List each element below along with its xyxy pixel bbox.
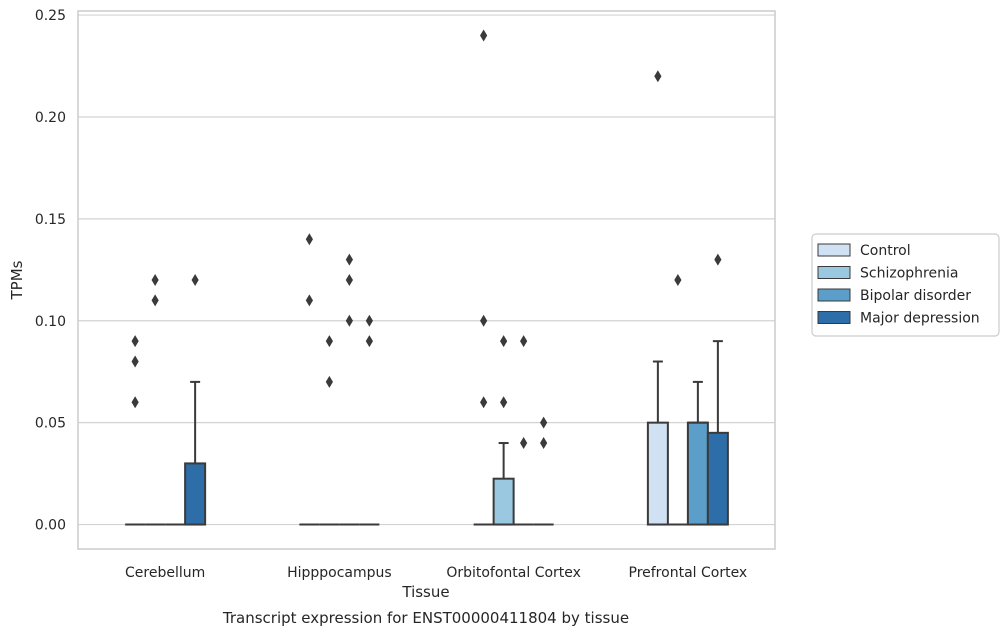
outlier-point [520,335,528,348]
x-axis-title: Tissue [401,583,449,601]
box-group [686,380,709,526]
outlier-point [151,294,159,307]
y-tick-label: 0.20 [35,110,66,126]
legend: Control Schizophrenia Bipolar disorder Majo… [811,233,1000,337]
y-tick-label: 0.00 [35,518,66,534]
chart-caption: Transcript expression for ENST0000041180… [222,609,629,627]
box-group [184,274,207,526]
outlier-point [714,253,722,266]
box-group [319,335,340,526]
outlier-point [480,396,488,409]
box [184,462,207,526]
outlier-point [365,314,373,327]
y-tick-label: 0.10 [35,314,66,330]
y-tick-label: 0.05 [35,416,66,432]
outlier-point [345,253,353,266]
legend-label: Control [860,243,911,259]
outlier-point [151,274,159,286]
outlier-point [365,335,373,348]
legend-swatch [817,288,851,302]
box-group [299,233,320,526]
legend-swatch [817,311,851,324]
outlier-point [520,437,528,450]
legend-label: Schizophrenia [860,266,958,282]
outlier-point [674,274,682,286]
box-group [667,274,688,526]
outlier-point [325,335,333,348]
x-tick-label: Hipppocampus [287,565,392,581]
outlier-point [305,294,313,307]
legend-label: Bipolar disorder [860,288,971,304]
outlier-point [480,29,488,42]
box-group [145,274,166,526]
box-group [473,29,494,526]
box-group [706,253,729,526]
outlier-point [480,314,488,327]
x-tick-label: Prefrontal Cortex [629,565,748,581]
box-group [492,335,515,526]
legend-swatch [817,266,851,279]
outlier-point [191,274,199,286]
legend-frame [811,233,1000,337]
gridlines [78,14,775,526]
boxes [125,29,729,526]
outlier-point [131,355,139,368]
box [646,421,669,526]
outlier-point [500,396,508,409]
box-group [533,416,554,526]
outlier-point [345,314,353,327]
outlier-point [325,375,333,388]
legend-swatch [817,243,851,257]
outlier-point [500,335,508,348]
y-tick-label: 0.15 [35,212,66,228]
outlier-point [131,335,139,348]
box-group [339,253,360,526]
plot-frame [77,10,776,550]
outlier-point [654,70,662,83]
box-group [513,335,534,526]
y-tick-label: 0.25 [35,8,66,24]
outlier-point [131,396,139,409]
x-tick-label: Cerebellum [125,565,205,581]
x-tick-label: Orbitofontal Cortex [446,565,581,581]
outlier-point [540,437,548,450]
box-group [125,335,146,526]
outlier-point [540,416,548,429]
box [686,421,709,526]
legend-label: Major depression [860,311,980,327]
box [492,477,515,526]
y-tick-labels: 0.00 0.05 0.10 0.15 0.20 0.25 [35,8,66,533]
x-tick-labels: Cerebellum Hipppocampus Orbitofontal Corte… [125,565,747,581]
box-group [359,314,380,526]
y-axis-title: TPMs [8,260,26,300]
box [706,431,729,526]
outlier-point [305,233,313,246]
outlier-point [345,274,353,286]
box-group [646,70,669,526]
